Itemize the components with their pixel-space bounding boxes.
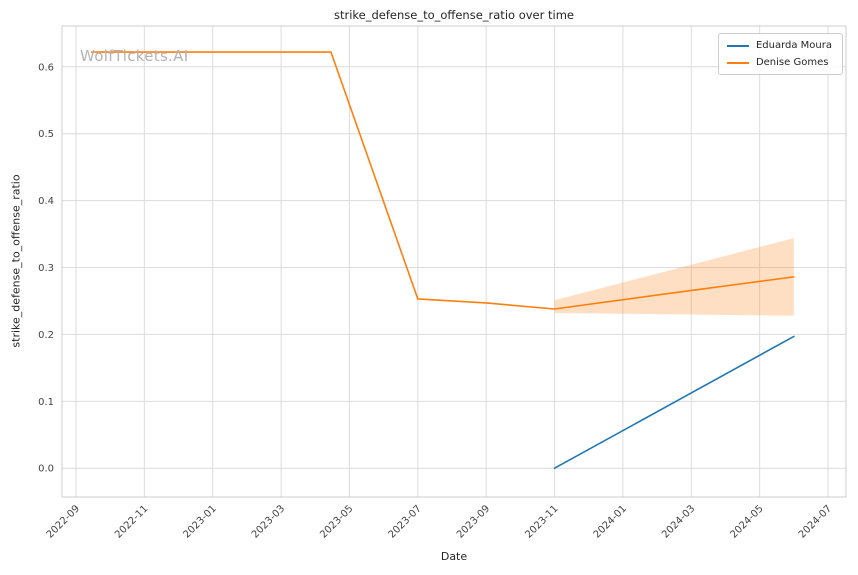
series-line <box>553 335 795 470</box>
y-axis-label: strike_defense_to_offense_ratio <box>9 174 23 348</box>
x-tick-label: 2022-09 <box>45 503 82 540</box>
x-tick-label: 2023-01 <box>181 503 218 540</box>
confidence-band <box>554 238 794 316</box>
y-tick-label: 0.5 <box>38 129 54 140</box>
legend-label: Eduarda Moura <box>755 40 832 51</box>
x-tick-label: 2024-01 <box>592 503 629 540</box>
series-line <box>90 51 795 310</box>
x-tick-label: 2022-11 <box>113 503 150 540</box>
y-tick-label: 0.3 <box>38 263 54 274</box>
y-tick-label: 0.6 <box>38 62 54 73</box>
y-tick-label: 0.4 <box>38 196 54 207</box>
legend-label: Denise Gomes <box>755 57 829 68</box>
legend-line-swatch-eduarda-moura <box>726 44 749 47</box>
y-tick-label: 0.1 <box>38 397 54 408</box>
legend: Eduarda Moura Denise Gomes <box>717 33 843 75</box>
x-tick-label: 2023-05 <box>318 503 355 540</box>
y-tick-label: 0.0 <box>38 464 54 475</box>
x-tick-label: 2023-11 <box>523 503 560 540</box>
watermark: WolfTickets.AI <box>80 47 189 65</box>
x-tick-label: 2024-05 <box>728 503 765 540</box>
legend-item-denise-gomes: Denise Gomes <box>726 57 832 68</box>
chart-title: strike_defense_to_offense_ratio over tim… <box>334 8 574 22</box>
x-tick-label: 2024-03 <box>660 503 697 540</box>
x-tick-label: 2024-07 <box>797 503 834 540</box>
x-tick-label: 2023-09 <box>455 503 492 540</box>
x-tick-label: 2023-03 <box>250 503 287 540</box>
y-tick-label: 0.2 <box>38 330 54 341</box>
x-axis-label: Date <box>440 550 468 563</box>
legend-line-swatch-denise-gomes <box>726 61 749 64</box>
x-tick-label: 2023-07 <box>387 503 424 540</box>
legend-item-eduarda-moura: Eduarda Moura <box>726 40 832 51</box>
